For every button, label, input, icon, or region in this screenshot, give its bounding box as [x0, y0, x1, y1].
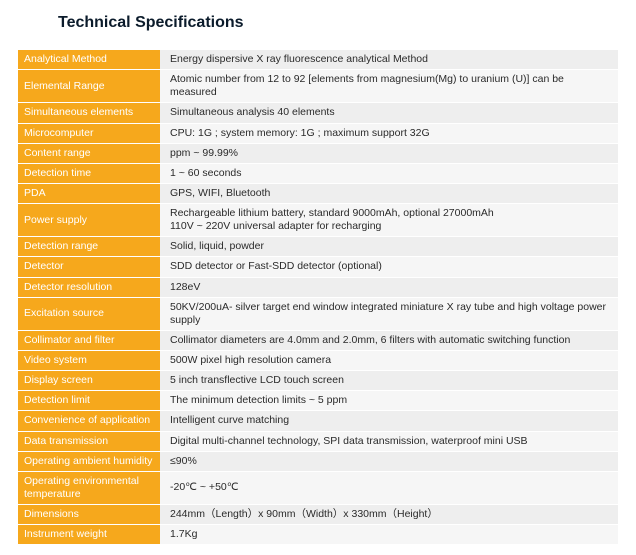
table-row: Instrument weight1.7Kg: [18, 525, 618, 545]
table-row: DetectorSDD detector or Fast-SDD detecto…: [18, 257, 618, 277]
table-row: Data transmissionDigital multi-channel t…: [18, 431, 618, 451]
spec-label: Operating ambient humidity: [18, 451, 160, 471]
table-row: Operating ambient humidity≤90%: [18, 451, 618, 471]
spec-value: 128eV: [160, 277, 618, 297]
spec-label: Elemental Range: [18, 70, 160, 103]
spec-value: The minimum detection limits ~ 5 ppm: [160, 391, 618, 411]
table-row: Power supplyRechargeable lithium battery…: [18, 204, 618, 237]
spec-label: Simultaneous elements: [18, 103, 160, 123]
spec-value: GPS, WIFI, Bluetooth: [160, 183, 618, 203]
spec-table: Analytical MethodEnergy dispersive X ray…: [18, 50, 618, 545]
spec-label: Power supply: [18, 204, 160, 237]
spec-value: Atomic number from 12 to 92 [elements fr…: [160, 70, 618, 103]
spec-value: 1.7Kg: [160, 525, 618, 545]
spec-label: Excitation source: [18, 297, 160, 330]
spec-label: Video system: [18, 351, 160, 371]
spec-label: Collimator and filter: [18, 330, 160, 350]
spec-value: ppm ~ 99.99%: [160, 143, 618, 163]
table-row: Detector resolution128eV: [18, 277, 618, 297]
spec-label: Convenience of application: [18, 411, 160, 431]
spec-value: Energy dispersive X ray fluorescence ana…: [160, 50, 618, 70]
table-row: Detection time1 ~ 60 seconds: [18, 163, 618, 183]
spec-value: 5 inch transflective LCD touch screen: [160, 371, 618, 391]
table-row: Operating environmental temperature-20℃ …: [18, 471, 618, 504]
spec-value: Rechargeable lithium battery, standard 9…: [160, 204, 618, 237]
table-row: Detection limitThe minimum detection lim…: [18, 391, 618, 411]
table-row: Display screen5 inch transflective LCD t…: [18, 371, 618, 391]
spec-value: ≤90%: [160, 451, 618, 471]
spec-label: Detector resolution: [18, 277, 160, 297]
table-row: Convenience of applicationIntelligent cu…: [18, 411, 618, 431]
spec-label: Content range: [18, 143, 160, 163]
table-row: Collimator and filterCollimator diameter…: [18, 330, 618, 350]
spec-value: Intelligent curve matching: [160, 411, 618, 431]
spec-value: 500W pixel high resolution camera: [160, 351, 618, 371]
table-row: Excitation source50KV/200uA- silver targ…: [18, 297, 618, 330]
spec-value: CPU: 1G ; system memory: 1G ; maximum su…: [160, 123, 618, 143]
spec-value: Simultaneous analysis 40 elements: [160, 103, 618, 123]
spec-page: Technical Specifications Analytical Meth…: [0, 0, 636, 555]
spec-label: Display screen: [18, 371, 160, 391]
spec-value: Digital multi-channel technology, SPI da…: [160, 431, 618, 451]
table-row: Microcomputer CPU: 1G ; system memory: 1…: [18, 123, 618, 143]
spec-label: Instrument weight: [18, 525, 160, 545]
spec-label: Detection limit: [18, 391, 160, 411]
spec-label: Analytical Method: [18, 50, 160, 70]
page-title: Technical Specifications: [58, 14, 618, 32]
spec-label: Microcomputer: [18, 123, 160, 143]
spec-label: Detector: [18, 257, 160, 277]
spec-value: Solid, liquid, powder: [160, 237, 618, 257]
table-row: Analytical MethodEnergy dispersive X ray…: [18, 50, 618, 70]
spec-label: PDA: [18, 183, 160, 203]
table-row: PDAGPS, WIFI, Bluetooth: [18, 183, 618, 203]
spec-value: SDD detector or Fast-SDD detector (optio…: [160, 257, 618, 277]
table-row: Video system500W pixel high resolution c…: [18, 351, 618, 371]
spec-label: Detection time: [18, 163, 160, 183]
spec-value: 1 ~ 60 seconds: [160, 163, 618, 183]
spec-value: -20℃ ~ +50℃: [160, 471, 618, 504]
spec-value: 50KV/200uA- silver target end window int…: [160, 297, 618, 330]
table-row: Detection rangeSolid, liquid, powder: [18, 237, 618, 257]
spec-value: Collimator diameters are 4.0mm and 2.0mm…: [160, 330, 618, 350]
spec-label: Data transmission: [18, 431, 160, 451]
spec-table-body: Analytical MethodEnergy dispersive X ray…: [18, 50, 618, 545]
table-row: Simultaneous elementsSimultaneous analys…: [18, 103, 618, 123]
spec-label: Operating environmental temperature: [18, 471, 160, 504]
spec-label: Detection range: [18, 237, 160, 257]
table-row: Elemental RangeAtomic number from 12 to …: [18, 70, 618, 103]
table-row: Content rangeppm ~ 99.99%: [18, 143, 618, 163]
